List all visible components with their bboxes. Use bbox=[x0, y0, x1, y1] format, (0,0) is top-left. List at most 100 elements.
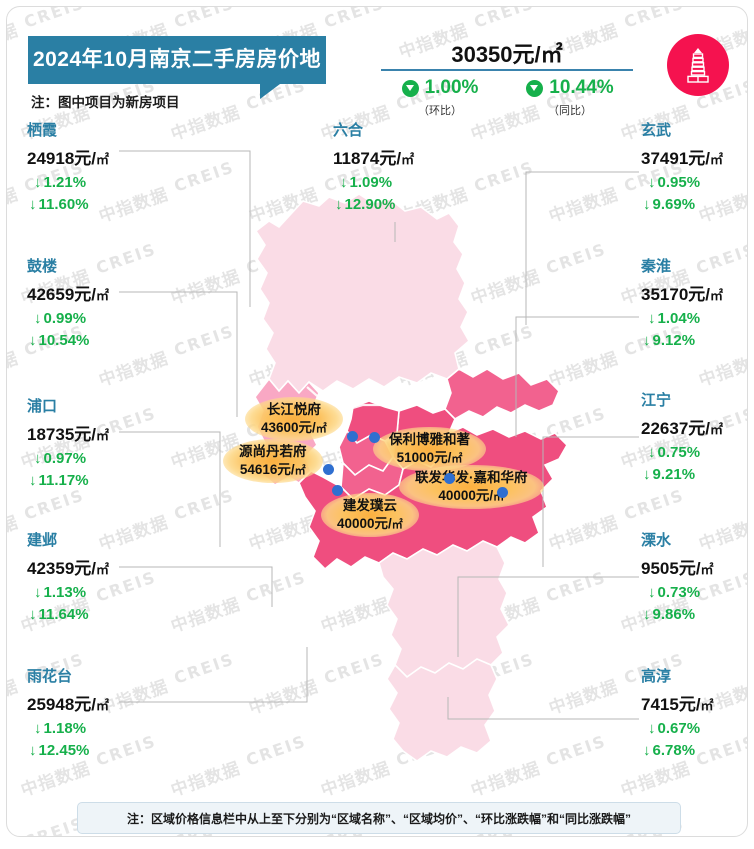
district-name: 鼓楼 bbox=[27, 258, 58, 275]
district-price: 42659元/㎡ bbox=[27, 285, 110, 304]
triangle-down-icon bbox=[526, 79, 544, 97]
district-yoy: ↓ 6.78% bbox=[643, 742, 696, 759]
district-price: 22637元/㎡ bbox=[641, 419, 724, 438]
leader-qinhuai bbox=[515, 316, 639, 437]
district-price: 25948元/㎡ bbox=[27, 695, 110, 714]
project-marker-dot[interactable] bbox=[347, 431, 358, 442]
project-callout-lianfahuafa[interactable]: 联发华发·嘉和华府 40000元/㎡ bbox=[399, 465, 544, 510]
district-name: 溧水 bbox=[641, 532, 672, 549]
project-price: 54616元/㎡ bbox=[239, 461, 306, 477]
project-callout-jianfapuyun[interactable]: 建发璞云 40000元/㎡ bbox=[321, 493, 419, 538]
project-price: 40000元/㎡ bbox=[438, 487, 504, 503]
project-callout-yuanshangdanruofu[interactable]: 源尚丹若府 54616元/㎡ bbox=[223, 439, 323, 484]
leader-pukou bbox=[119, 431, 221, 547]
district-yoy: ↓ 11.17% bbox=[29, 472, 89, 489]
district-name: 雨花台 bbox=[27, 668, 73, 685]
district-price: 37491元/㎡ bbox=[641, 149, 724, 168]
district-mom: ↓ 0.99% bbox=[34, 310, 87, 327]
logo-badge bbox=[667, 34, 729, 96]
leader-qixia bbox=[119, 150, 251, 307]
district-mom: ↓ 1.21% bbox=[34, 174, 87, 191]
price-map-card: 中指数据CREIS中指数据CREIS中指数据CREIS中指数据CREIS中指数据… bbox=[6, 6, 748, 837]
project-name: 长江悦府 bbox=[266, 402, 321, 417]
map-region-lishui[interactable] bbox=[378, 540, 510, 679]
yoy-caption: （同比） bbox=[548, 105, 592, 117]
footer-note: 注：区域价格信息栏中从上至下分别为“区域名称”、“区域均价”、“环比涨跌幅”和“… bbox=[126, 811, 631, 826]
district-price: 42359元/㎡ bbox=[27, 559, 110, 578]
map-region-luhe[interactable] bbox=[254, 193, 471, 395]
watermark-text: 中指数据 bbox=[695, 836, 747, 837]
leader-jiangning bbox=[542, 436, 639, 567]
district-block-qixia[interactable]: 栖霞 24918元/㎡ ↓ 1.21% ↓ 11.60% bbox=[27, 119, 177, 218]
watermark-text: 中指数据 bbox=[395, 836, 471, 837]
district-name: 高淳 bbox=[641, 668, 672, 685]
project-name: 联发华发·嘉和华府 bbox=[415, 470, 528, 485]
district-yoy: ↓ 12.45% bbox=[29, 742, 90, 759]
yoy-stat: 10.44% （同比） bbox=[507, 75, 633, 118]
district-price: 35170元/㎡ bbox=[641, 285, 724, 304]
district-mom: ↓ 1.09% bbox=[340, 174, 393, 191]
project-name: 保利博雅和著 bbox=[389, 432, 470, 447]
district-yoy: ↓ 12.90% bbox=[335, 196, 396, 213]
mom-caption: （环比） bbox=[418, 105, 462, 117]
project-marker-dot[interactable] bbox=[497, 487, 508, 498]
district-yoy: ↓ 9.12% bbox=[643, 332, 696, 349]
leader-lishui bbox=[457, 576, 639, 657]
district-mom: ↓ 0.67% bbox=[648, 720, 701, 737]
map-region-gaochun[interactable] bbox=[386, 658, 498, 762]
district-yoy: ↓ 10.54% bbox=[29, 332, 90, 349]
district-block-jiangning[interactable]: 江宁 22637元/㎡ ↓ 0.75% ↓ 9.21% bbox=[641, 389, 747, 488]
district-name: 栖霞 bbox=[27, 122, 58, 139]
leader-xuanwu bbox=[525, 171, 639, 325]
watermark-text: 中指数据 bbox=[545, 836, 621, 837]
stat-divider bbox=[381, 69, 633, 71]
project-price: 43600元/㎡ bbox=[261, 419, 327, 435]
project-callout-baolinboyaheshu[interactable]: 保利博雅和著 51000元/㎡ bbox=[373, 427, 486, 472]
watermark-text: 中指数据 bbox=[245, 836, 321, 837]
project-price: 40000元/㎡ bbox=[337, 515, 403, 531]
district-block-gulou[interactable]: 鼓楼 42659元/㎡ ↓ 0.99% ↓ 10.54% bbox=[27, 255, 177, 354]
project-marker-dot[interactable] bbox=[369, 432, 380, 443]
district-name: 玄武 bbox=[641, 122, 672, 139]
city-average-price: 30350元/㎡ bbox=[451, 42, 563, 67]
district-mom: ↓ 0.73% bbox=[648, 584, 701, 601]
footer-note-bar: 注：区域价格信息栏中从上至下分别为“区域名称”、“区域均价”、“环比涨跌幅”和“… bbox=[77, 802, 681, 834]
watermark-text: 中指数据 bbox=[7, 836, 21, 837]
district-name: 六合 bbox=[333, 122, 364, 139]
district-block-lishui[interactable]: 溧水 9505元/㎡ ↓ 0.73% ↓ 9.86% bbox=[641, 529, 747, 628]
title-banner: 2024年10月南京二手房房价地图 bbox=[28, 36, 326, 119]
project-marker-dot[interactable] bbox=[323, 464, 334, 475]
district-name: 建邺 bbox=[27, 532, 58, 549]
district-price: 18735元/㎡ bbox=[27, 425, 110, 444]
project-marker-dot[interactable] bbox=[332, 485, 343, 496]
mom-value: 1.00% bbox=[424, 77, 479, 98]
leader-jianye bbox=[119, 566, 273, 607]
district-price: 24918元/㎡ bbox=[27, 149, 110, 168]
map-region-qixia[interactable] bbox=[444, 368, 560, 420]
district-block-jianye[interactable]: 建邺 42359元/㎡ ↓ 1.13% ↓ 11.64% bbox=[27, 529, 177, 628]
project-callout-changjiangyuefu[interactable]: 长江悦府 43600元/㎡ bbox=[245, 397, 343, 442]
triangle-down-icon bbox=[401, 79, 419, 97]
district-price: 11874元/㎡ bbox=[333, 149, 415, 168]
district-block-xuanwu[interactable]: 玄武 37491元/㎡ ↓ 0.95% ↓ 9.69% bbox=[641, 119, 747, 218]
leader-gaochun bbox=[447, 697, 639, 720]
district-block-pukou[interactable]: 浦口 18735元/㎡ ↓ 0.97% ↓ 11.17% bbox=[27, 395, 177, 494]
district-block-qinhuai[interactable]: 秦淮 35170元/㎡ ↓ 1.04% ↓ 9.12% bbox=[641, 255, 747, 354]
district-block-gaochun[interactable]: 高淳 7415元/㎡ ↓ 0.67% ↓ 6.78% bbox=[641, 665, 747, 764]
project-marker-dot[interactable] bbox=[444, 473, 455, 484]
district-yoy: ↓ 9.86% bbox=[643, 606, 696, 623]
leader-lines bbox=[119, 150, 639, 720]
district-mom: ↓ 1.13% bbox=[34, 584, 87, 601]
district-yoy: ↓ 11.64% bbox=[29, 606, 89, 623]
project-name: 源尚丹若府 bbox=[239, 444, 307, 459]
project-price: 51000元/㎡ bbox=[396, 449, 463, 465]
banner-tail bbox=[260, 84, 280, 99]
district-block-yuhuatai[interactable]: 雨花台 25948元/㎡ ↓ 1.18% ↓ 12.45% bbox=[27, 665, 177, 764]
district-price: 7415元/㎡ bbox=[641, 695, 714, 714]
watermark-text: 中指数据 bbox=[95, 836, 171, 837]
district-mom: ↓ 1.04% bbox=[648, 310, 701, 327]
district-yoy: ↓ 9.69% bbox=[643, 196, 696, 213]
pagoda-icon bbox=[687, 48, 709, 83]
district-block-luhe[interactable]: 六合 11874元/㎡ ↓ 1.09% ↓ 12.90% bbox=[333, 119, 483, 218]
district-mom: ↓ 1.18% bbox=[34, 720, 87, 737]
